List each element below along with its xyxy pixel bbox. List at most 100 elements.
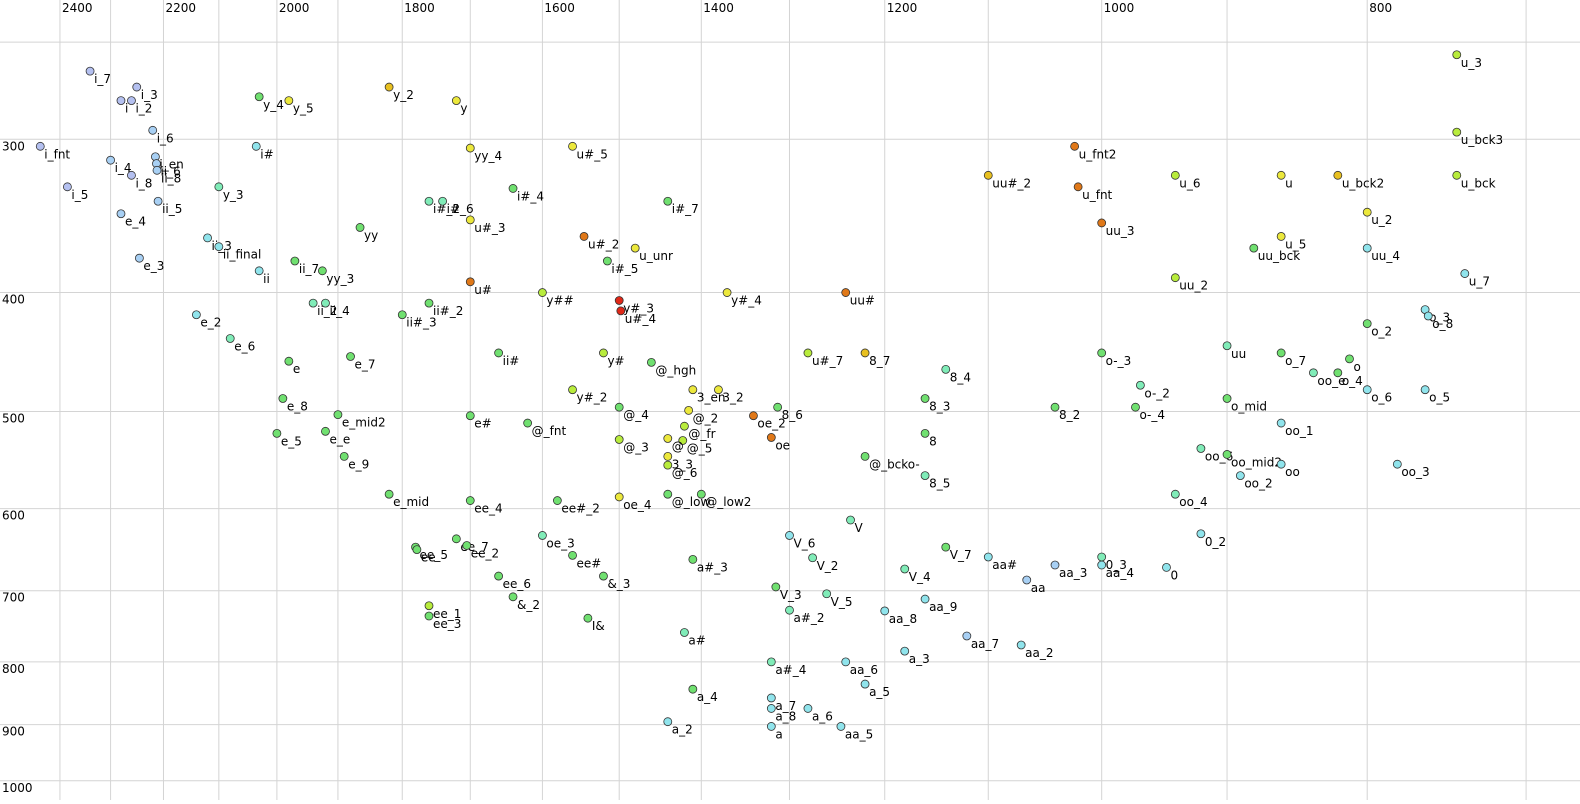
point — [494, 571, 504, 581]
point — [251, 141, 261, 151]
point-label: e_mid2 — [342, 416, 386, 430]
point — [1073, 182, 1083, 192]
point-label: i#_6 — [447, 202, 474, 216]
point-label: a#_3 — [697, 560, 728, 574]
point — [397, 310, 407, 320]
point — [663, 460, 673, 470]
point-label: u — [1285, 176, 1293, 190]
point — [1016, 640, 1026, 650]
point — [1050, 402, 1060, 412]
point-label: oo_e — [1317, 374, 1345, 388]
point-label: oe_2 — [757, 417, 785, 431]
point — [284, 356, 294, 366]
point-label: yy_4 — [474, 149, 502, 163]
point — [1345, 354, 1354, 364]
point — [1452, 170, 1462, 180]
point-label: 0_3 — [1106, 558, 1127, 572]
point-label: e_5 — [281, 434, 302, 448]
point — [1452, 127, 1462, 137]
point — [983, 552, 993, 562]
y-tick-label: 1000 — [2, 781, 33, 795]
point-label: e_7 — [355, 358, 376, 372]
point — [785, 531, 794, 540]
point — [614, 492, 624, 502]
point — [132, 82, 142, 92]
point-label: i_6 — [157, 131, 174, 145]
point-label: aa_9 — [929, 600, 957, 614]
point — [1460, 269, 1470, 278]
point — [678, 436, 688, 445]
point — [152, 165, 162, 175]
point — [766, 704, 776, 713]
point — [1249, 243, 1259, 253]
point — [538, 288, 547, 297]
point — [684, 405, 694, 415]
point — [191, 310, 201, 320]
point — [680, 421, 689, 431]
point — [523, 418, 533, 428]
x-tick-label: 1600 — [544, 1, 575, 15]
point-label: u# — [474, 283, 492, 297]
point-label: V_2 — [817, 559, 839, 573]
point-label: 8 — [929, 434, 937, 448]
point-label: ii#_3 — [406, 316, 436, 330]
point-label: aa — [1031, 581, 1046, 595]
point — [614, 402, 624, 412]
point-label: uu# — [850, 294, 875, 308]
point-label: a — [775, 727, 782, 741]
point-label: 0 — [1170, 568, 1178, 582]
point-label: 3_2 — [722, 391, 743, 405]
point — [860, 348, 870, 358]
point — [127, 170, 136, 180]
point-label: uu#_2 — [992, 176, 1031, 190]
point — [321, 298, 330, 308]
point-label: a_3 — [909, 652, 930, 666]
point — [127, 96, 136, 105]
point — [333, 410, 343, 420]
point-label: @_4 — [623, 408, 649, 422]
point — [962, 631, 972, 641]
point — [1131, 402, 1140, 412]
point-label: i_3 — [141, 88, 158, 102]
point-label: e_2 — [200, 316, 221, 330]
point-label: e — [293, 362, 300, 376]
point — [35, 141, 45, 151]
point-label: 8_5 — [929, 477, 950, 491]
point-label: aa_8 — [889, 612, 917, 626]
point — [688, 684, 698, 694]
point-label: uu_3 — [1106, 224, 1135, 238]
point — [803, 704, 813, 713]
point-label: a#_2 — [793, 611, 824, 625]
point — [508, 592, 518, 602]
point — [841, 657, 851, 667]
point-label: 8_7 — [869, 354, 890, 368]
point — [1362, 319, 1372, 329]
point — [722, 288, 732, 297]
point — [1022, 575, 1032, 585]
point-label: ee_5 — [420, 548, 448, 562]
point — [494, 348, 504, 358]
point — [568, 550, 577, 560]
point — [568, 385, 577, 395]
x-tick-label: 2400 — [62, 1, 93, 15]
point — [116, 209, 126, 219]
point-label: i_2 — [135, 102, 152, 116]
point — [438, 196, 448, 206]
point — [616, 306, 626, 316]
point — [920, 394, 930, 403]
point — [860, 679, 870, 689]
point-label: o-_3 — [1106, 354, 1132, 368]
point — [290, 256, 300, 266]
point-label: o_7 — [1285, 354, 1306, 368]
y-tick-label: 300 — [2, 139, 25, 153]
y-tick-label: 400 — [2, 293, 25, 307]
point-label: ee#_2 — [561, 502, 599, 516]
point — [920, 594, 930, 604]
point — [803, 348, 813, 358]
point — [614, 435, 624, 444]
point-label: e# — [474, 417, 491, 431]
point — [599, 571, 608, 581]
point — [1097, 348, 1107, 358]
point-label: oo_mid2 — [1231, 455, 1282, 469]
